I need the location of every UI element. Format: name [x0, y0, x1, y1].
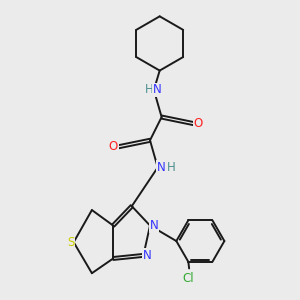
Text: N: N: [157, 161, 166, 174]
Text: N: N: [149, 219, 158, 232]
Text: O: O: [109, 140, 118, 153]
Text: N: N: [143, 249, 152, 262]
Text: H: H: [167, 161, 176, 174]
Text: S: S: [67, 236, 74, 249]
Text: O: O: [194, 117, 203, 130]
Text: Cl: Cl: [182, 272, 194, 285]
Text: N: N: [153, 83, 162, 96]
Text: H: H: [145, 83, 153, 96]
